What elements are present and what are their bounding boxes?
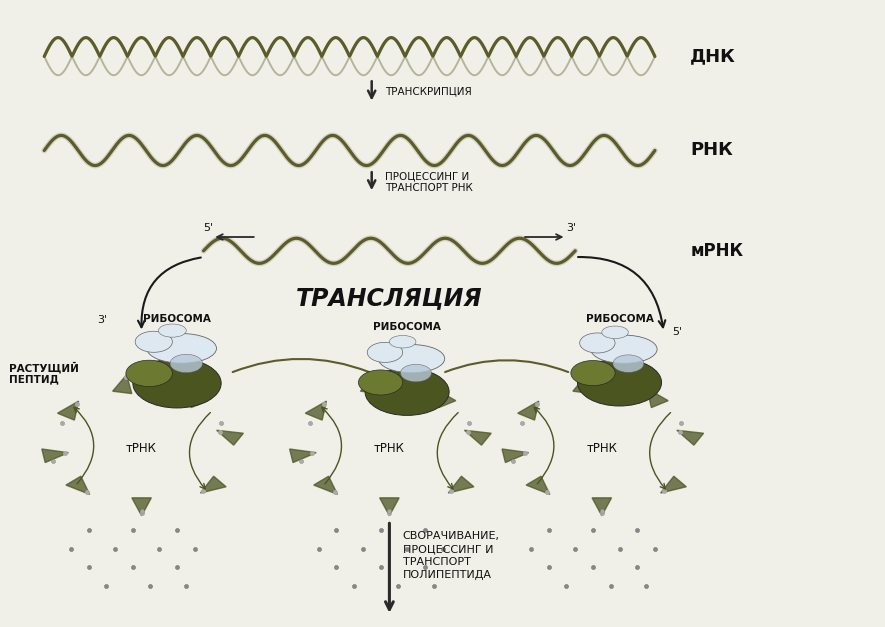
Text: мРНК: мРНК: [690, 242, 743, 260]
Ellipse shape: [133, 359, 221, 408]
Text: РАСТУЩИЙ
ПЕПТИД: РАСТУЩИЙ ПЕПТИД: [9, 362, 79, 384]
Polygon shape: [305, 401, 327, 420]
Ellipse shape: [379, 344, 445, 372]
Polygon shape: [449, 477, 473, 493]
Polygon shape: [518, 401, 539, 420]
Ellipse shape: [170, 354, 203, 372]
Ellipse shape: [367, 342, 403, 362]
Polygon shape: [380, 498, 399, 516]
Text: 3': 3': [566, 223, 576, 233]
Ellipse shape: [389, 335, 416, 348]
Polygon shape: [435, 389, 456, 408]
Text: ТРАНСКРИПЦИЯ: ТРАНСКРИПЦИЯ: [385, 86, 472, 96]
Ellipse shape: [591, 335, 657, 363]
Text: ДНК: ДНК: [690, 48, 736, 65]
Ellipse shape: [147, 334, 217, 363]
Polygon shape: [527, 477, 550, 494]
Polygon shape: [187, 389, 208, 408]
Ellipse shape: [126, 360, 173, 386]
Polygon shape: [289, 449, 316, 463]
Text: 5': 5': [673, 327, 682, 337]
Polygon shape: [112, 375, 132, 394]
Polygon shape: [465, 430, 491, 445]
Polygon shape: [360, 375, 380, 394]
Polygon shape: [573, 375, 592, 394]
Polygon shape: [677, 430, 704, 445]
Ellipse shape: [366, 369, 450, 416]
Polygon shape: [201, 477, 226, 493]
Text: ТРАНСЛЯЦИЯ: ТРАНСЛЯЦИЯ: [296, 286, 482, 310]
Polygon shape: [42, 449, 68, 463]
Text: РИБОСОМА: РИБОСОМА: [586, 314, 653, 324]
Ellipse shape: [571, 361, 615, 386]
Ellipse shape: [158, 324, 187, 337]
Ellipse shape: [580, 333, 615, 353]
Polygon shape: [314, 477, 337, 494]
Ellipse shape: [613, 355, 644, 372]
Text: СВОРАЧИВАНИЕ,
ПРОЦЕССИНГ И
ТРАНСПОРТ
ПОЛИПЕПТИДА: СВОРАЧИВАНИЕ, ПРОЦЕССИНГ И ТРАНСПОРТ ПОЛ…: [403, 530, 500, 581]
Text: тРНК: тРНК: [374, 442, 404, 455]
Text: тРНК: тРНК: [587, 442, 617, 455]
Text: ПРОЦЕССИНГ И
ТРАНСПОРТ РНК: ПРОЦЕССИНГ И ТРАНСПОРТ РНК: [385, 171, 473, 192]
Ellipse shape: [135, 331, 173, 352]
Text: 5': 5': [203, 223, 213, 233]
Ellipse shape: [577, 359, 662, 406]
Ellipse shape: [602, 326, 628, 339]
Text: 3': 3': [97, 315, 107, 325]
Polygon shape: [592, 498, 612, 516]
Polygon shape: [217, 430, 243, 445]
Polygon shape: [132, 498, 151, 516]
Ellipse shape: [401, 364, 432, 382]
Text: РИБОСОМА: РИБОСОМА: [143, 314, 211, 324]
Text: РИБОСОМА: РИБОСОМА: [373, 322, 441, 332]
Text: тРНК: тРНК: [127, 442, 157, 455]
Polygon shape: [66, 477, 89, 494]
Polygon shape: [502, 449, 528, 463]
Polygon shape: [647, 389, 668, 408]
Polygon shape: [58, 401, 79, 420]
Ellipse shape: [358, 370, 403, 395]
Polygon shape: [661, 477, 686, 493]
Text: РНК: РНК: [690, 142, 733, 159]
